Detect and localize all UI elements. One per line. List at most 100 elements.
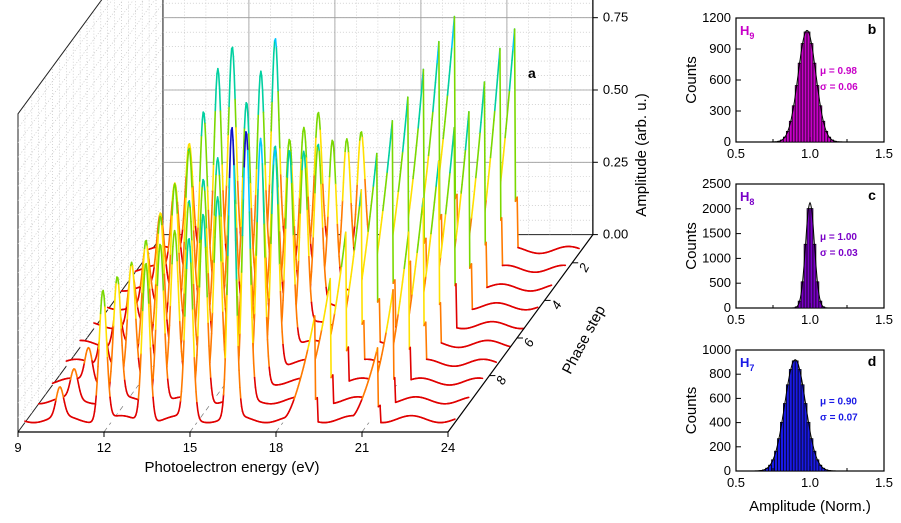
spectrum-segment: [450, 145, 454, 156]
spectrum-segment: [311, 192, 315, 212]
spectrum-segment: [209, 363, 212, 380]
spectrum-segment: [149, 267, 152, 277]
spectrum-segment: [320, 146, 323, 167]
spectrum-segment: [284, 200, 288, 229]
spectrum-segment: [124, 305, 128, 314]
spectrum-segment: [409, 192, 413, 202]
spectrum-segment: [405, 246, 408, 256]
spectrum-segment: [223, 212, 226, 232]
spectrum-segment: [176, 261, 179, 283]
spectrum-segment: [165, 306, 168, 321]
spectrum-segment: [366, 230, 370, 240]
spectrum-segment: [224, 184, 228, 206]
spectrum-segment: [309, 223, 313, 236]
spectrum-segment: [181, 217, 185, 230]
spectrum-segment: [240, 201, 243, 228]
spectrum-segment: [282, 343, 285, 355]
spectrum-segment: [427, 146, 431, 157]
spectrum-segment: [278, 119, 281, 150]
spectrum-segment: [220, 261, 223, 289]
spectrum-segment: [246, 149, 250, 179]
spectrum-segment: [481, 91, 485, 104]
spectrum-segment: [277, 90, 280, 121]
spectrum-segment: [213, 191, 216, 216]
spectrum-segment: [179, 390, 183, 402]
spectrum-segment: [418, 221, 422, 231]
spectrum-segment: [266, 338, 270, 357]
spectrum-segment: [490, 138, 494, 150]
spectrum-segment: [196, 334, 199, 356]
spectrum-segment: [397, 182, 401, 193]
spectrum-segment: [404, 253, 407, 263]
spectrum-segment: [295, 258, 298, 272]
spectrum-segment: [205, 228, 209, 253]
spectrum-segment: [356, 166, 359, 185]
spectrum-segment: [253, 376, 257, 389]
spectrum-segment: [257, 91, 260, 115]
spectrum-segment: [238, 332, 241, 356]
spectrum-segment: [239, 225, 242, 247]
spectrum-segment: [104, 321, 108, 341]
spectrum-segment: [180, 377, 184, 393]
spectrum-segment: [298, 176, 302, 199]
spectrum-segment: [204, 122, 207, 142]
spectrum-segment: [254, 167, 258, 196]
spectrum-segment: [219, 236, 222, 263]
spectrum-segment: [424, 275, 427, 284]
spectrum-segment: [324, 248, 327, 263]
spectrum-segment: [213, 236, 216, 263]
spectrum-segment: [488, 156, 492, 168]
spectrum-segment: [258, 143, 261, 164]
spectrum-segment: [478, 131, 481, 143]
spectrum-segment: [328, 158, 332, 178]
spectrum-segment: [289, 151, 292, 165]
spectrum-segment: [310, 209, 314, 225]
spectrum-segment: [155, 229, 159, 242]
spectrum-segment: [371, 185, 375, 195]
spectrum-segment: [236, 315, 239, 348]
spectrum-segment: [208, 292, 211, 311]
spectrum-segment: [396, 190, 400, 200]
spectrum-segment: [251, 229, 254, 250]
spectrum-segment: [197, 311, 200, 337]
spectrum-segment: [277, 233, 281, 266]
spectrum-segment: [110, 357, 113, 373]
spectrum-segment: [214, 215, 217, 238]
spectrum-segment: [419, 213, 423, 223]
spectrum-segment: [390, 294, 393, 302]
spectrum-segment: [268, 366, 271, 376]
spectrum-segment: [267, 253, 271, 271]
spectrum-segment: [183, 218, 186, 242]
spectrum-segment: [296, 259, 300, 281]
spectrum-segment: [439, 153, 443, 164]
spectrum-segment: [351, 262, 354, 271]
spectrum-segment: [435, 177, 438, 187]
spectrum-segment: [275, 158, 278, 180]
spectrum-segment: [152, 396, 155, 408]
spectrum-segment: [203, 180, 206, 192]
spectrum-segment: [263, 223, 266, 260]
spectrum-segment: [192, 334, 196, 359]
spectrum-segment: [184, 196, 187, 221]
spectrum-segment: [427, 247, 431, 257]
spectrum-segment: [153, 348, 156, 367]
spectrum-segment: [154, 306, 158, 330]
spectrum-segment: [236, 155, 239, 183]
spectrum-segment: [333, 307, 337, 315]
spectrum-segment: [212, 136, 216, 166]
spectrum-segment: [495, 79, 499, 92]
spectrum-segment: [232, 55, 236, 76]
spectrum-segment: [512, 38, 515, 51]
spectrum-segment: [238, 369, 241, 389]
spectrum-segment: [98, 329, 101, 350]
spectrum-segment: [191, 187, 194, 211]
spectrum-segment: [436, 168, 439, 179]
spectrum-segment: [199, 134, 203, 158]
spectrum-segment: [214, 87, 217, 112]
spectrum-segment: [249, 182, 253, 210]
spectrum-segment: [365, 195, 368, 213]
spectrum-segment: [292, 205, 296, 228]
spectrum-segment: [111, 341, 114, 360]
spectrum-segment: [491, 128, 494, 140]
spectrum-segment: [171, 197, 174, 216]
